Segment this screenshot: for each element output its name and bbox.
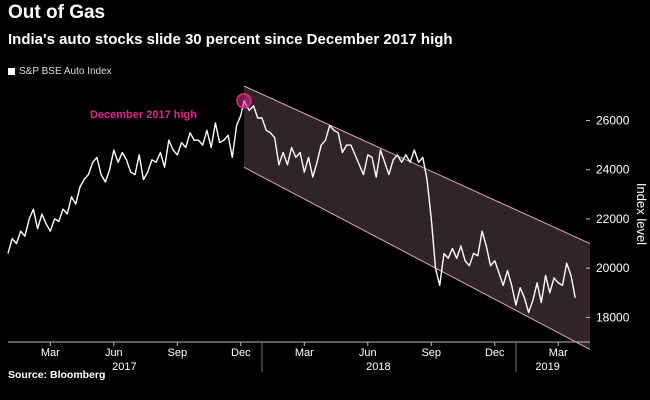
source-note: Source: Bloomberg — [8, 369, 106, 381]
x-tick-label: Sep — [421, 347, 441, 359]
y-axis-title: Index level — [634, 183, 649, 245]
y-tick-label: 20000 — [596, 261, 630, 275]
x-year-label: 2017 — [112, 361, 136, 373]
trend-channel — [243, 86, 590, 350]
x-tick-label: Mar — [549, 347, 568, 359]
legend: S&P BSE Auto Index — [8, 66, 112, 77]
x-year-label: 2018 — [366, 361, 390, 373]
index-line — [7, 100, 576, 314]
x-tick-label: Dec — [231, 347, 251, 359]
x-tick-label: Mar — [295, 347, 314, 359]
chart-subtitle: India's auto stocks slide 30 percent sin… — [8, 31, 453, 48]
chart-title: Out of Gas — [8, 2, 106, 23]
peak-marker — [236, 93, 252, 109]
y-tick-label: 24000 — [596, 163, 630, 177]
channel-lower-line — [243, 166, 591, 350]
x-tick-label: Dec — [485, 347, 505, 359]
peak-annotation-label: December 2017 high — [90, 109, 197, 121]
legend-swatch — [8, 68, 15, 75]
y-tick-label: 18000 — [596, 310, 630, 324]
y-tick-label: 22000 — [596, 212, 630, 226]
x-tick-label: Sep — [168, 347, 188, 359]
x-tick-label: Mar — [41, 347, 60, 359]
y-tick-label: 26000 — [596, 113, 630, 127]
x-tick-label: Jun — [105, 347, 123, 359]
channel-upper-line — [243, 85, 591, 244]
x-tick-label: Jun — [359, 347, 377, 359]
x-year-label: 2019 — [535, 361, 559, 373]
legend-label: S&P BSE Auto Index — [19, 66, 112, 77]
